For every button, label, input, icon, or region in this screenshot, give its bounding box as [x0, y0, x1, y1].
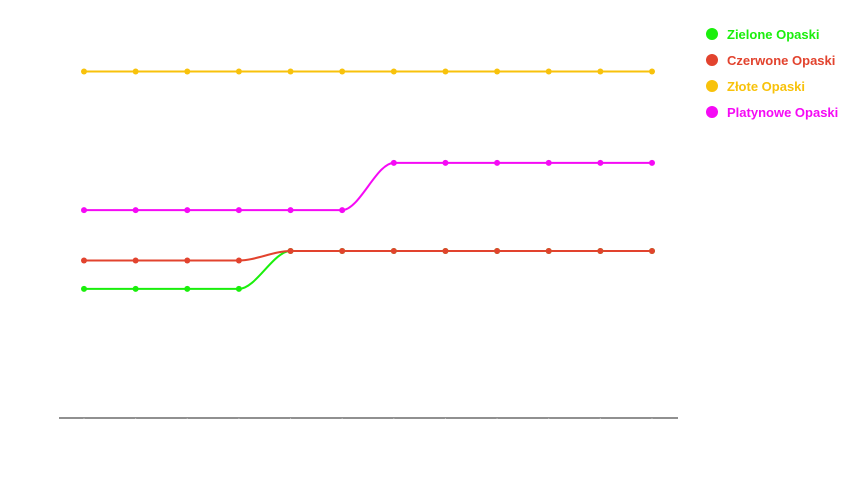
- data-point[interactable]: [339, 68, 346, 75]
- legend-item[interactable]: Złote Opaski: [706, 77, 838, 95]
- legend-label: Platynowe Opaski: [727, 104, 839, 120]
- data-point[interactable]: [649, 248, 655, 255]
- legend-label: Złote Opaski: [727, 78, 806, 94]
- data-point[interactable]: [390, 159, 397, 166]
- data-point[interactable]: [494, 248, 501, 255]
- data-point[interactable]: [494, 159, 501, 166]
- data-point[interactable]: [287, 248, 294, 255]
- legend-item[interactable]: Platynowe Opaski: [706, 103, 838, 121]
- data-point[interactable]: [545, 68, 552, 75]
- data-point[interactable]: [339, 207, 346, 214]
- data-point[interactable]: [545, 159, 552, 166]
- data-point[interactable]: [597, 68, 604, 75]
- data-point[interactable]: [494, 68, 501, 75]
- legend-label: Czerwone Opaski: [727, 52, 836, 68]
- legend-swatch-icon: [706, 54, 718, 66]
- data-point[interactable]: [81, 68, 87, 75]
- data-point[interactable]: [390, 248, 397, 255]
- series-points: [81, 68, 655, 292]
- data-point[interactable]: [184, 207, 191, 214]
- data-point[interactable]: [442, 68, 449, 75]
- legend-item[interactable]: Zielone Opaski: [706, 25, 838, 43]
- data-point[interactable]: [184, 285, 191, 292]
- data-point[interactable]: [81, 285, 87, 292]
- data-point[interactable]: [132, 207, 139, 214]
- legend-item[interactable]: Czerwone Opaski: [706, 51, 838, 69]
- data-point[interactable]: [649, 159, 655, 166]
- series-line: [84, 161, 652, 212]
- series-lines: [83, 70, 652, 290]
- data-point[interactable]: [339, 248, 346, 255]
- data-point[interactable]: [597, 159, 604, 166]
- data-point[interactable]: [184, 68, 191, 75]
- legend-swatch-icon: [706, 80, 718, 92]
- x-axis: [59, 417, 678, 419]
- data-point[interactable]: [545, 248, 552, 255]
- series-line: [83, 250, 652, 262]
- data-point[interactable]: [649, 68, 655, 75]
- data-point[interactable]: [235, 257, 242, 264]
- data-point[interactable]: [235, 285, 242, 292]
- data-point[interactable]: [390, 68, 397, 75]
- data-point[interactable]: [442, 248, 449, 255]
- data-point[interactable]: [81, 257, 87, 264]
- series-line: [84, 250, 652, 290]
- data-point[interactable]: [235, 68, 242, 75]
- chart-legend: Zielone Opaski Czerwone Opaski Złote Opask…: [706, 25, 838, 121]
- legend-swatch-icon: [706, 28, 718, 40]
- data-point[interactable]: [442, 159, 449, 166]
- data-point[interactable]: [235, 207, 242, 214]
- data-point[interactable]: [81, 207, 87, 214]
- data-point[interactable]: [597, 248, 604, 255]
- data-point[interactable]: [132, 257, 139, 264]
- data-point[interactable]: [132, 68, 139, 75]
- data-point[interactable]: [287, 207, 294, 214]
- legend-label: Zielone Opaski: [727, 26, 820, 42]
- data-point[interactable]: [287, 68, 294, 75]
- legend-swatch-icon: [706, 106, 718, 118]
- data-point[interactable]: [132, 285, 139, 292]
- data-point[interactable]: [184, 257, 191, 264]
